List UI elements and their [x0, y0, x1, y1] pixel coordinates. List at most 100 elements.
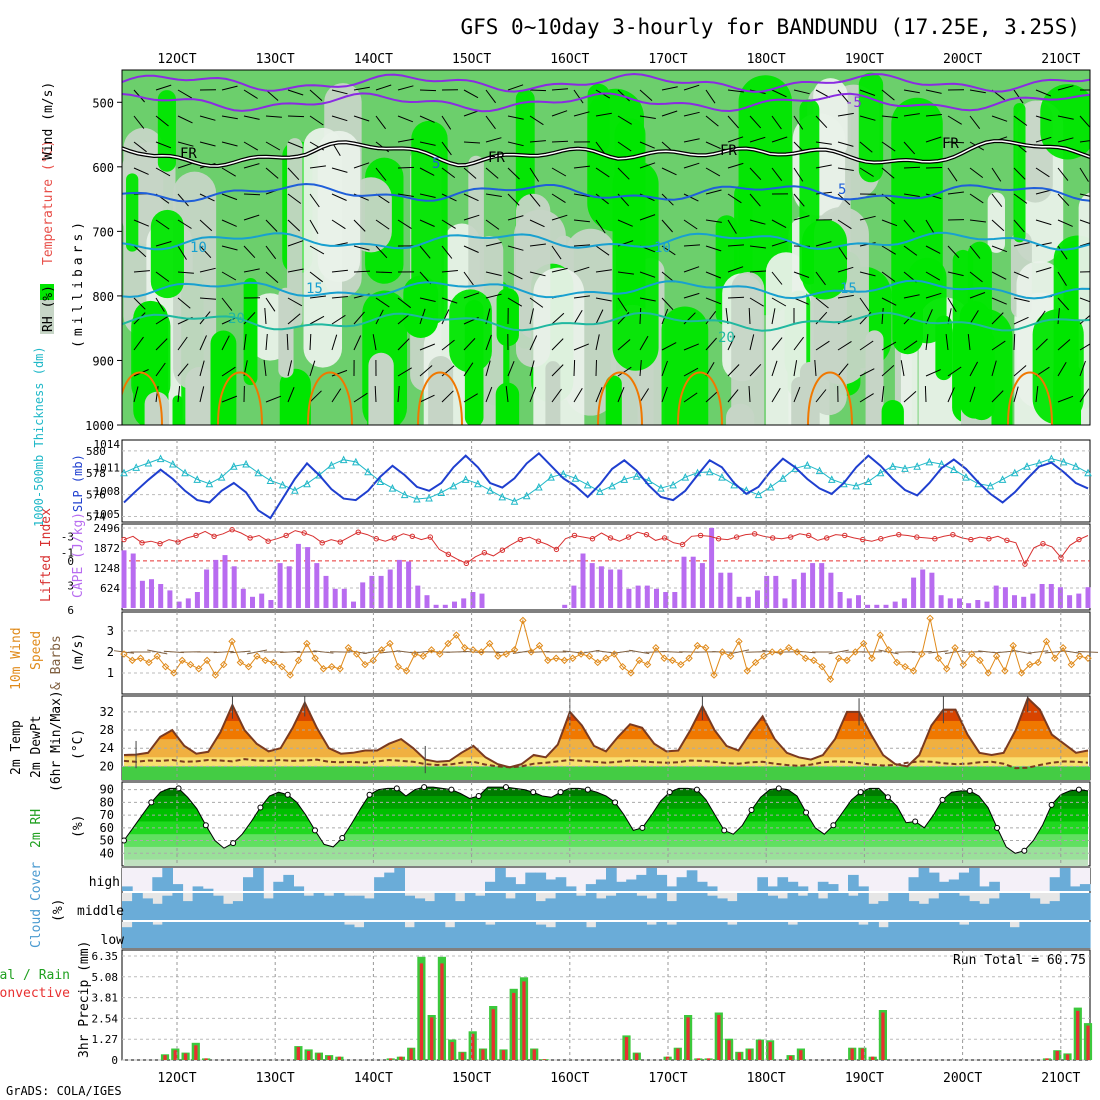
- wind-barb: [925, 271, 941, 281]
- cloud-cover-cell: [918, 922, 930, 948]
- cloud-cover-cell: [848, 922, 859, 948]
- wind-barb: [505, 386, 509, 403]
- wind-barb: [881, 386, 885, 403]
- cloud-cover-cell: [222, 903, 234, 920]
- wind-barb: [529, 219, 545, 228]
- cape-bar: [663, 592, 669, 608]
- wind-barb: [243, 334, 247, 351]
- wind-barb: [573, 388, 583, 403]
- wind-speed-point: [660, 654, 668, 662]
- cape-bar: [745, 596, 751, 608]
- rh-point: [966, 787, 973, 794]
- lifted-index-line: [123, 529, 1089, 566]
- cloud-cover-cell: [727, 924, 738, 948]
- wind-barb: [331, 115, 348, 122]
- thickness-point: [681, 473, 690, 481]
- cape-bar: [929, 572, 935, 608]
- wind-barb: [795, 650, 816, 654]
- wind10m-panel: 3 2 1 10m Wind Speed & Barbs (m/s): [9, 611, 1099, 695]
- lifted-index-point: [463, 560, 470, 567]
- cape-bar: [295, 543, 301, 608]
- cloud-cover-cell: [283, 922, 294, 948]
- cloud-cover-cell: [394, 922, 405, 948]
- wind-barb: [353, 162, 370, 169]
- wind-barb: [881, 365, 895, 377]
- contour-label: 15: [840, 281, 857, 297]
- wind-barb: [286, 333, 289, 351]
- wind-barb: [221, 193, 238, 201]
- wind-barb: [529, 386, 537, 403]
- wind-barb: [529, 360, 535, 377]
- thickness-point: [339, 455, 348, 464]
- precip-tick-label: 5.08: [92, 971, 119, 984]
- thickness-point: [535, 482, 543, 491]
- lifted-index-point: [409, 533, 415, 539]
- wind-barb: [859, 368, 875, 377]
- cloud-cover-cell: [535, 901, 547, 920]
- rh-point: [475, 793, 482, 799]
- rh-point: [257, 804, 264, 811]
- date-label: 12OCT: [157, 52, 196, 67]
- thickness-point: [498, 492, 507, 501]
- lifted-index-point: [860, 536, 866, 543]
- precip-convective-bar: [542, 1059, 547, 1060]
- cloud-level-low: low: [101, 933, 125, 948]
- date-label: 19OCT: [845, 52, 884, 67]
- wind-barb: [507, 84, 524, 91]
- temperature-contour: [122, 92, 1090, 113]
- precip-tick-label: 2.54: [92, 1012, 119, 1025]
- wind-speed-point: [593, 658, 602, 667]
- wind-barb: [485, 137, 502, 143]
- wind-barb: [969, 245, 981, 259]
- wind-speed-point: [494, 652, 502, 660]
- wind-barb: [878, 649, 899, 655]
- wind-barb: [859, 271, 876, 277]
- wind-barb: [859, 89, 876, 96]
- wind-barb: [617, 271, 634, 275]
- cape-bar: [846, 598, 852, 608]
- wind-barb: [837, 363, 849, 377]
- lifted-index-point: [643, 531, 650, 538]
- wind-barb: [639, 307, 642, 325]
- date-label: 21OCT: [1041, 52, 1080, 67]
- lifted-index-point: [932, 536, 938, 542]
- wind-barb: [243, 312, 256, 325]
- wind-speed-point: [1034, 658, 1042, 667]
- date-label: 12OCT: [157, 1071, 196, 1086]
- cloud-cover-cell: [626, 893, 637, 920]
- wind-speed-point: [710, 671, 718, 679]
- wind-barb: [419, 245, 431, 259]
- cape-bar: [286, 566, 292, 608]
- lifted-index-point: [878, 536, 884, 542]
- wind10-label-a: 10m Wind: [9, 627, 24, 690]
- wind-barb: [1035, 136, 1052, 143]
- wind-barb: [221, 366, 236, 377]
- wind-speed-point: [444, 639, 452, 648]
- cloud-cover-cell: [837, 922, 849, 948]
- temperature-contour: [122, 311, 1090, 332]
- wind-barb: [287, 297, 303, 307]
- cloud-cover-cell: [253, 922, 264, 948]
- cloud-cover-cell: [283, 874, 294, 891]
- cloud-cover-cell: [696, 881, 708, 891]
- freezing-level-line: [122, 140, 1090, 167]
- wind-barb: [1035, 219, 1052, 226]
- wind-barb: [551, 312, 565, 325]
- lifted-index-point: [445, 551, 452, 558]
- thickness-point: [644, 476, 653, 484]
- wind-barb: [177, 386, 181, 403]
- date-label: 20OCT: [943, 1071, 982, 1086]
- cape-bar: [920, 569, 926, 608]
- slp-right-label: SLP (mb): [71, 454, 85, 512]
- wind-barb: [1057, 85, 1074, 91]
- cloud-cover-cell: [878, 927, 889, 948]
- cape-bar: [1039, 584, 1045, 608]
- wind-barb: [991, 312, 1004, 325]
- wind-barb: [749, 167, 762, 181]
- wind-barb: [793, 115, 804, 130]
- precip-convective-bar: [871, 1056, 875, 1060]
- cloud-cover-cell: [162, 922, 173, 948]
- cloud-cover-cell: [827, 922, 839, 948]
- rh-region: [185, 367, 214, 425]
- wind-barb: [771, 167, 783, 182]
